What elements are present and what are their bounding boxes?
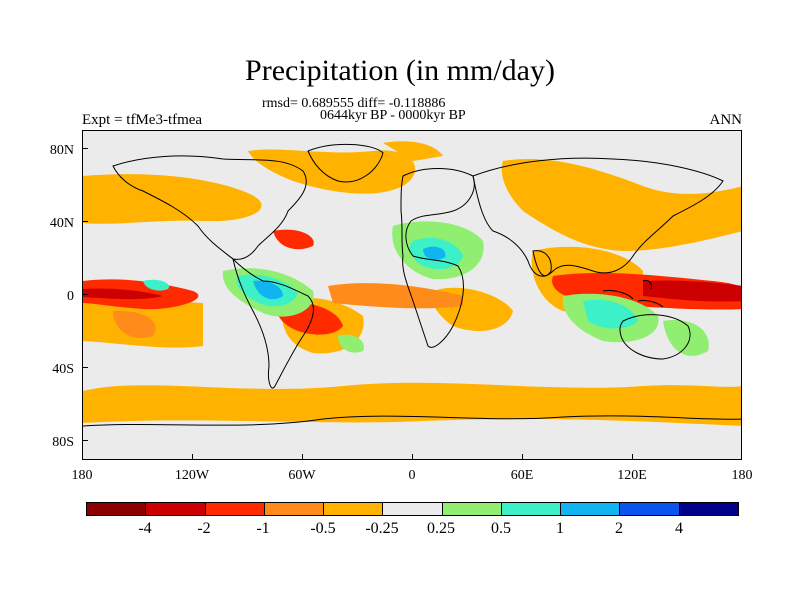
lat-tick-0 bbox=[82, 294, 88, 295]
experiment-label: Expt = tfMe3-tfmea bbox=[82, 112, 203, 128]
lat-tick-40n bbox=[82, 221, 88, 222]
anomaly-fields bbox=[83, 141, 741, 426]
period-subtitle: 0644kyr BP - 0000kyr BP bbox=[320, 108, 466, 123]
colorbar-label: 1 bbox=[556, 520, 564, 537]
lon-label-0: 0 bbox=[408, 468, 416, 483]
lat-label-80s: 80S bbox=[52, 435, 74, 450]
colorbar-label: 2 bbox=[615, 520, 623, 537]
colorbar-label: 0.25 bbox=[427, 520, 455, 537]
colorbar-swatch bbox=[620, 503, 680, 515]
season-label: ANN bbox=[709, 112, 743, 128]
colorbar-label: -0.5 bbox=[310, 520, 336, 537]
lon-label-60e: 60E bbox=[510, 468, 534, 483]
lon-tick-120e bbox=[632, 454, 633, 460]
stats-subtitle: rmsd= 0.689555 diff= -0.118886 bbox=[262, 96, 446, 111]
colorbar-swatch bbox=[146, 503, 206, 515]
colorbar-swatch bbox=[501, 503, 562, 515]
lon-tick-60w bbox=[302, 454, 303, 460]
colorbar-label: -1 bbox=[256, 520, 270, 537]
lon-label-180w: 180 bbox=[71, 468, 93, 483]
colorbar-swatch bbox=[383, 503, 443, 515]
page-title: Precipitation (in mm/day) bbox=[245, 54, 555, 87]
colorbar-swatch bbox=[561, 503, 621, 515]
colorbar-label: 0.5 bbox=[491, 520, 511, 537]
lat-tick-80s bbox=[82, 440, 88, 441]
colorbar-swatch bbox=[679, 503, 738, 515]
colorbar-swatch bbox=[324, 503, 384, 515]
lat-label-0: 0 bbox=[67, 289, 74, 304]
colorbar-swatch bbox=[264, 503, 325, 515]
colorbar-label: -2 bbox=[197, 520, 211, 537]
colorbar-label: -4 bbox=[138, 520, 152, 537]
lat-tick-40s bbox=[82, 367, 88, 368]
lat-label-40s: 40S bbox=[52, 362, 74, 377]
map-canvas bbox=[83, 141, 741, 427]
coastlines bbox=[83, 144, 741, 427]
colorbar-swatch bbox=[205, 503, 265, 515]
lon-label-120e: 120E bbox=[617, 468, 647, 483]
lon-label-60w: 60W bbox=[288, 468, 316, 483]
lon-tick-120w bbox=[192, 454, 193, 460]
lon-label-180e: 180 bbox=[731, 468, 753, 483]
colorbar-swatch bbox=[442, 503, 502, 515]
lat-tick-80n bbox=[82, 148, 88, 149]
lon-tick-60e bbox=[522, 454, 523, 460]
colorbar-label: 4 bbox=[675, 520, 683, 537]
lat-label-40n: 40N bbox=[49, 216, 74, 231]
lon-tick-0 bbox=[412, 454, 413, 460]
colorbar-label: -0.25 bbox=[365, 520, 399, 537]
precipitation-map bbox=[82, 130, 742, 460]
lon-label-120w: 120W bbox=[174, 468, 210, 483]
colorbar bbox=[86, 502, 739, 516]
colorbar-swatch bbox=[87, 503, 147, 515]
lat-label-80n: 80N bbox=[49, 143, 74, 158]
